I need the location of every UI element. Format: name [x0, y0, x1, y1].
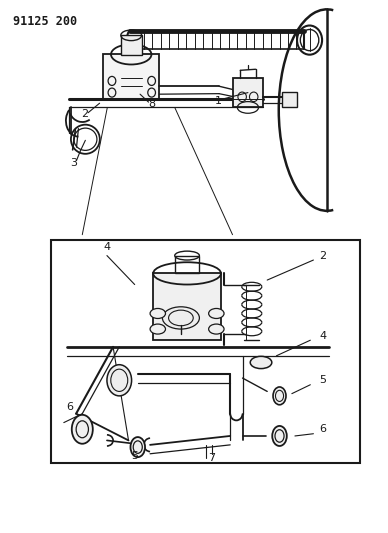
- Circle shape: [130, 437, 145, 457]
- Ellipse shape: [150, 324, 166, 334]
- Circle shape: [72, 415, 93, 444]
- Ellipse shape: [107, 365, 132, 396]
- Text: 8: 8: [148, 99, 155, 109]
- Bar: [104, 54, 159, 100]
- Circle shape: [273, 387, 286, 405]
- Bar: [175, 256, 199, 273]
- Text: 4: 4: [103, 241, 111, 252]
- Bar: [232, 78, 263, 108]
- Text: 4: 4: [319, 331, 326, 341]
- Text: 6: 6: [66, 402, 73, 412]
- Bar: [282, 92, 297, 108]
- Ellipse shape: [150, 309, 166, 319]
- Text: 7: 7: [208, 453, 215, 463]
- Ellipse shape: [250, 357, 272, 369]
- Text: 2: 2: [319, 251, 326, 261]
- Circle shape: [272, 426, 287, 446]
- Bar: [52, 240, 360, 463]
- Ellipse shape: [209, 324, 224, 334]
- Text: 5: 5: [319, 375, 326, 385]
- Ellipse shape: [163, 307, 199, 329]
- Ellipse shape: [209, 309, 224, 319]
- Bar: [121, 35, 142, 55]
- Bar: [153, 273, 221, 340]
- Text: 5: 5: [131, 451, 138, 461]
- Text: 3: 3: [70, 158, 77, 168]
- Text: 6: 6: [319, 424, 326, 434]
- Text: 2: 2: [81, 109, 88, 119]
- Text: 1: 1: [215, 96, 222, 106]
- Text: 91125 200: 91125 200: [13, 14, 77, 28]
